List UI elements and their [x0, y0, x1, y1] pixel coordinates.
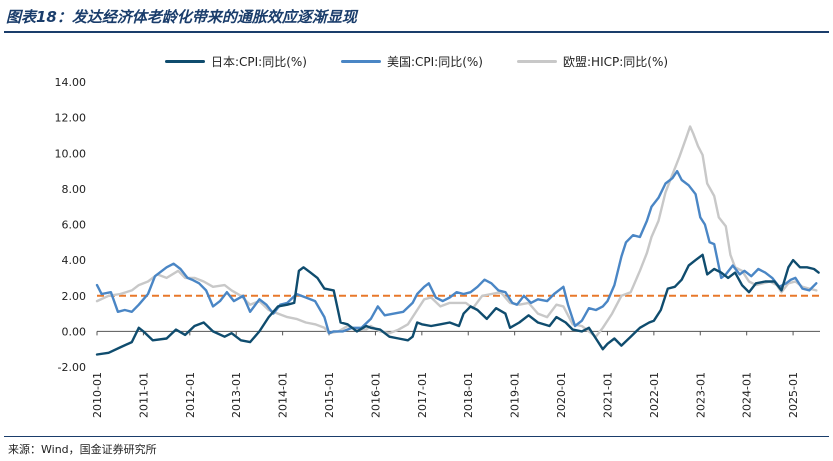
y-tick-label: 2.00	[62, 290, 87, 303]
series-line-us-cpi	[95, 169, 818, 335]
y-tick-label: 4.00	[62, 254, 87, 267]
y-tick-label: 14.00	[55, 76, 87, 89]
series-line-eu-hicp	[95, 125, 818, 338]
x-tick-label: 2022-01	[648, 372, 661, 418]
x-tick-label: 2019-01	[509, 372, 522, 418]
x-tick-label: 2016-01	[369, 372, 382, 418]
series-group	[95, 125, 820, 356]
y-tick-label: 0.00	[62, 325, 87, 338]
x-tick-label: 2020-01	[555, 372, 568, 418]
x-axis: 2010-01 2011-01 2012-01 2013-01 2014-01 2015-…	[91, 330, 820, 418]
x-tick-label: 2015-01	[323, 372, 336, 418]
y-axis: -2.00 0.00 2.00 4.00 6.00 8.00 10.00 12.00 14.00	[55, 76, 87, 374]
source-note: 来源：Wind，国金证券研究所	[8, 443, 157, 456]
x-tick-label: 2013-01	[230, 372, 243, 418]
legend-swatch-eu	[517, 59, 557, 63]
x-tick-label: 2011-01	[137, 372, 150, 418]
x-tick-label: 2024-01	[741, 372, 754, 418]
chart-legend: 日本:CPI:同比(%) 美国:CPI:同比(%) 欧盟:HICP:同比(%)	[0, 51, 833, 71]
legend-swatch-us	[340, 59, 381, 63]
title-divider	[4, 31, 829, 33]
source-divider	[4, 436, 829, 437]
x-tick-label: 2012-01	[184, 372, 197, 418]
x-tick-label: 2017-01	[416, 372, 429, 418]
y-tick-label: -2.00	[58, 361, 86, 374]
y-tick-label: 12.00	[55, 112, 87, 125]
y-tick-label: 8.00	[62, 183, 87, 196]
x-tick-label: 2014-01	[277, 372, 290, 418]
legend-label-us: 美国:CPI:同比(%)	[386, 54, 483, 69]
legend-label-japan: 日本:CPI:同比(%)	[210, 54, 307, 69]
y-tick-label: 6.00	[62, 219, 87, 232]
y-tick-label: 10.00	[55, 147, 87, 160]
x-tick-label: 2023-01	[694, 372, 707, 418]
x-tick-label: 2025-01	[787, 372, 800, 418]
legend-item-us: 美国:CPI:同比(%)	[340, 51, 483, 71]
legend-label-eu: 欧盟:HICP:同比(%)	[563, 54, 669, 69]
series-line-japan-cpi	[95, 253, 820, 356]
x-tick-label: 2010-01	[91, 372, 104, 418]
x-tick-label: 2021-01	[601, 372, 614, 418]
x-tick-label: 2018-01	[462, 372, 475, 418]
legend-item-japan: 日本:CPI:同比(%)	[164, 51, 307, 71]
legend-item-eu: 欧盟:HICP:同比(%)	[517, 51, 668, 71]
chart-title: 图表18：发达经济体老龄化带来的通胀效应逐渐显现	[6, 8, 357, 26]
legend-swatch-japan	[164, 59, 205, 63]
